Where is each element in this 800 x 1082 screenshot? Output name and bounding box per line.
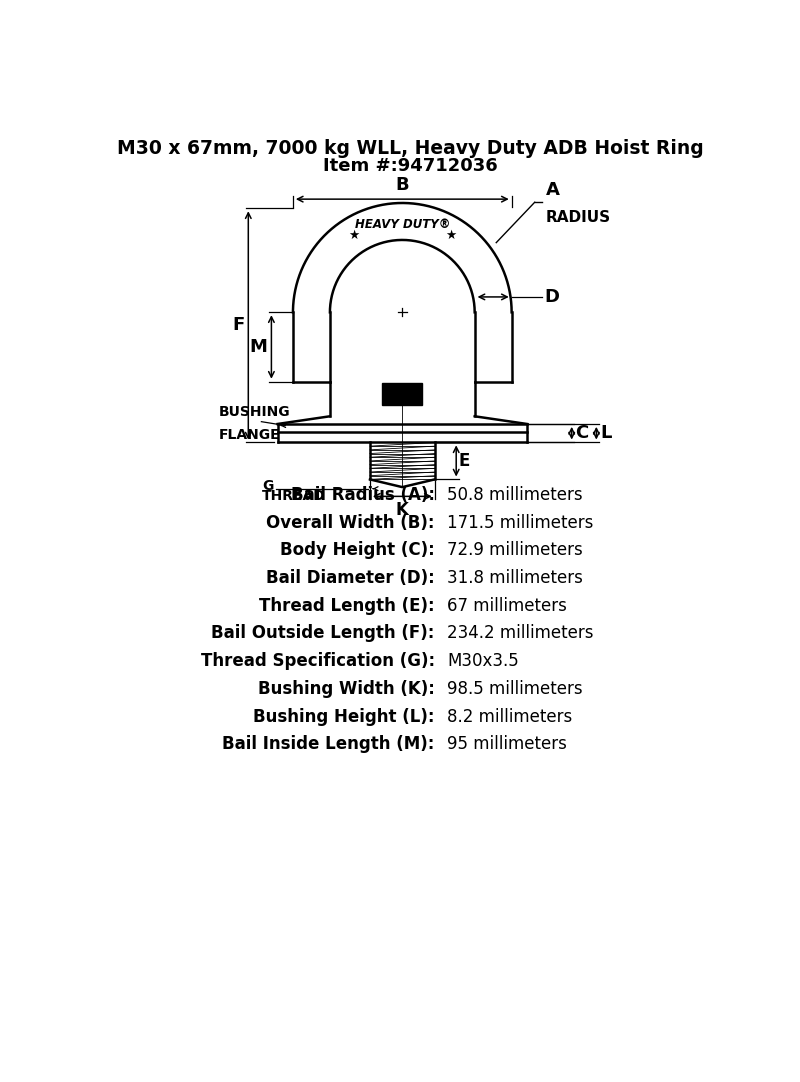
Polygon shape — [382, 383, 422, 405]
Text: FLANGE: FLANGE — [219, 427, 281, 441]
Text: F: F — [232, 316, 245, 334]
Text: 98.5 millimeters: 98.5 millimeters — [447, 679, 582, 698]
Text: Bushing Height (L):: Bushing Height (L): — [253, 708, 434, 726]
Text: 72.9 millimeters: 72.9 millimeters — [447, 541, 582, 559]
Text: G: G — [262, 478, 274, 492]
Text: Bail Inside Length (M):: Bail Inside Length (M): — [222, 736, 434, 753]
Text: Item #:94712036: Item #:94712036 — [322, 157, 498, 175]
Text: 31.8 millimeters: 31.8 millimeters — [447, 569, 583, 586]
Text: BUSHING: BUSHING — [219, 405, 290, 419]
Text: HEAVY DUTY®: HEAVY DUTY® — [354, 217, 450, 230]
Text: Bail Radius (A):: Bail Radius (A): — [290, 486, 434, 504]
Text: M: M — [250, 338, 267, 356]
Text: L: L — [600, 424, 611, 443]
Text: Bail Diameter (D):: Bail Diameter (D): — [266, 569, 434, 586]
Text: E: E — [458, 452, 470, 470]
Text: 50.8 millimeters: 50.8 millimeters — [447, 486, 582, 504]
Text: D: D — [544, 288, 559, 306]
Text: Bushing Width (K):: Bushing Width (K): — [258, 679, 434, 698]
Text: Bail Outside Length (F):: Bail Outside Length (F): — [211, 624, 434, 643]
Text: Body Height (C):: Body Height (C): — [280, 541, 434, 559]
Text: 8.2 millimeters: 8.2 millimeters — [447, 708, 572, 726]
Text: Thread Specification (G):: Thread Specification (G): — [201, 652, 434, 670]
Text: M30 x 67mm, 7000 kg WLL, Heavy Duty ADB Hoist Ring: M30 x 67mm, 7000 kg WLL, Heavy Duty ADB … — [117, 138, 703, 158]
Text: THREAD: THREAD — [262, 489, 326, 503]
Text: 67 millimeters: 67 millimeters — [447, 596, 567, 615]
Text: ★: ★ — [348, 229, 359, 242]
Text: RADIUS: RADIUS — [546, 210, 610, 225]
Text: Thread Length (E):: Thread Length (E): — [259, 596, 434, 615]
Text: B: B — [395, 175, 409, 194]
Text: ★: ★ — [446, 229, 457, 242]
Text: 171.5 millimeters: 171.5 millimeters — [447, 514, 594, 531]
Text: K: K — [396, 501, 409, 519]
Text: Overall Width (B):: Overall Width (B): — [266, 514, 434, 531]
Text: C: C — [575, 424, 589, 443]
Text: M30x3.5: M30x3.5 — [447, 652, 518, 670]
Text: 95 millimeters: 95 millimeters — [447, 736, 567, 753]
Text: A: A — [546, 181, 559, 199]
Text: 234.2 millimeters: 234.2 millimeters — [447, 624, 594, 643]
